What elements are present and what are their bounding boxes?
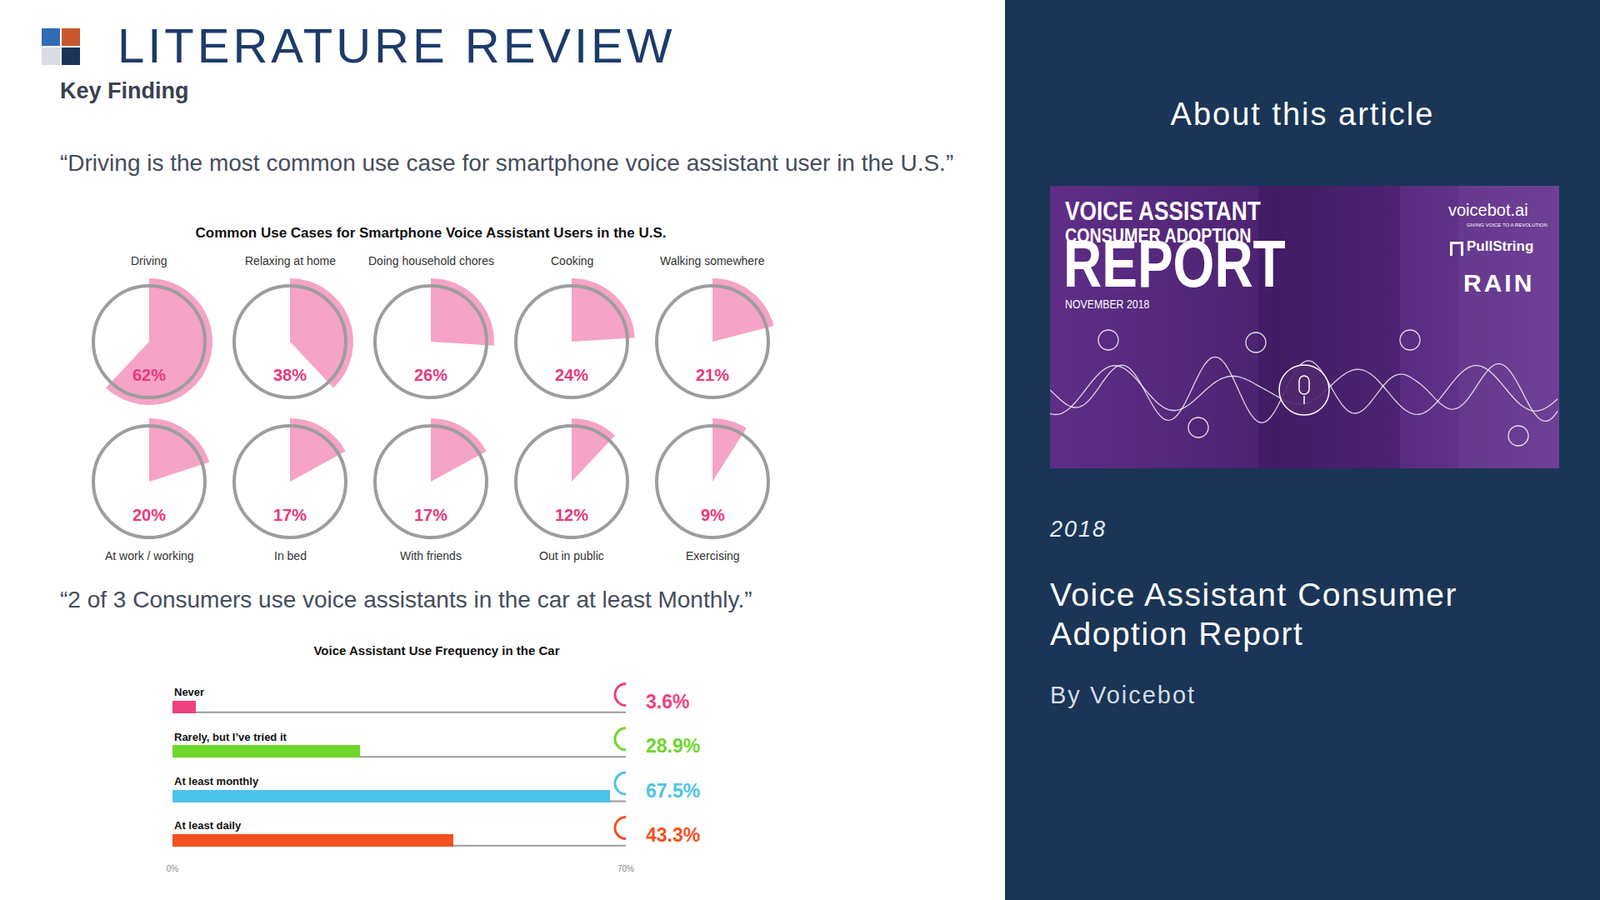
svg-text:43.3%: 43.3% xyxy=(645,824,700,846)
svg-text:20%: 20% xyxy=(132,505,166,525)
html-text:VOICE ASSISTANT: VOICE ASSISTANT xyxy=(1065,195,1261,226)
html-text:2018: 2018 xyxy=(1050,516,1107,542)
svg-text:67.5%: 67.5% xyxy=(645,780,700,802)
svg-text:Cooking: Cooking xyxy=(550,254,594,268)
svg-text:At least daily: At least daily xyxy=(174,819,242,832)
svg-text:Walking somewhere: Walking somewhere xyxy=(660,254,765,268)
svg-text:62%: 62% xyxy=(132,365,166,385)
svg-text:Voice Assistant Use Frequency: Voice Assistant Use Frequency in the Car xyxy=(313,643,560,658)
html-text:GIVING VOICE TO A REVOLUTION: GIVING VOICE TO A REVOLUTION xyxy=(1466,222,1548,228)
html-text:Voice Assistant Consumer Adopt: Voice Assistant Consumer Adoption Report xyxy=(1050,576,1458,652)
svg-text:17%: 17% xyxy=(273,505,307,525)
html-text:voicebot.ai: voicebot.ai xyxy=(1448,200,1528,220)
html-text:LITERATURE REVIEW: LITERATURE REVIEW xyxy=(117,18,676,73)
html-text:“Driving is the most common us: “Driving is the most common use case for… xyxy=(60,150,954,176)
html-text:“2 of 3 Consumers use voice as: “2 of 3 Consumers use voice assistants i… xyxy=(60,586,753,613)
svg-text:Out in public: Out in public xyxy=(539,549,605,563)
svg-text:At work / working: At work / working xyxy=(105,549,195,563)
svg-text:38%: 38% xyxy=(273,365,307,385)
svg-text:24%: 24% xyxy=(555,365,589,385)
svg-text:0%: 0% xyxy=(166,864,180,874)
html-text:REPORT: REPORT xyxy=(1063,226,1286,301)
svg-text:26%: 26% xyxy=(414,365,448,385)
svg-text:28.9%: 28.9% xyxy=(645,735,700,757)
html-text:Key Finding: Key Finding xyxy=(60,78,189,104)
svg-text:70%: 70% xyxy=(617,864,635,874)
svg-text:Never: Never xyxy=(174,685,205,699)
svg-text:In bed: In bed xyxy=(274,549,307,563)
svg-text:Driving: Driving xyxy=(130,254,168,268)
html-text:About this article: About this article xyxy=(1170,96,1435,132)
svg-text:21%: 21% xyxy=(695,365,730,385)
svg-text:9%: 9% xyxy=(700,505,725,525)
html-text:By Voicebot: By Voicebot xyxy=(1050,681,1196,709)
html-text:NOVEMBER 2018: NOVEMBER 2018 xyxy=(1065,297,1150,311)
svg-text:With friends: With friends xyxy=(400,549,462,563)
html-text:PullString: PullString xyxy=(1466,238,1534,255)
svg-text:Relaxing at home: Relaxing at home xyxy=(245,254,336,268)
svg-text:Rarely, but I’ve tried it: Rarely, but I’ve tried it xyxy=(174,730,288,744)
svg-text:At least monthly: At least monthly xyxy=(174,775,260,788)
html-text:CONSUMER ADOPTION: CONSUMER ADOPTION xyxy=(1065,224,1252,247)
html-text:RAIN: RAIN xyxy=(1463,269,1535,297)
svg-text:Exercising: Exercising xyxy=(685,549,740,563)
svg-text:Common Use Cases for Smartphon: Common Use Cases for Smartphone Voice As… xyxy=(195,225,667,241)
svg-text:3.6%: 3.6% xyxy=(645,690,690,713)
svg-text:17%: 17% xyxy=(414,505,448,525)
svg-text:12%: 12% xyxy=(555,505,589,525)
svg-text:Doing household chores: Doing household chores xyxy=(368,254,495,268)
